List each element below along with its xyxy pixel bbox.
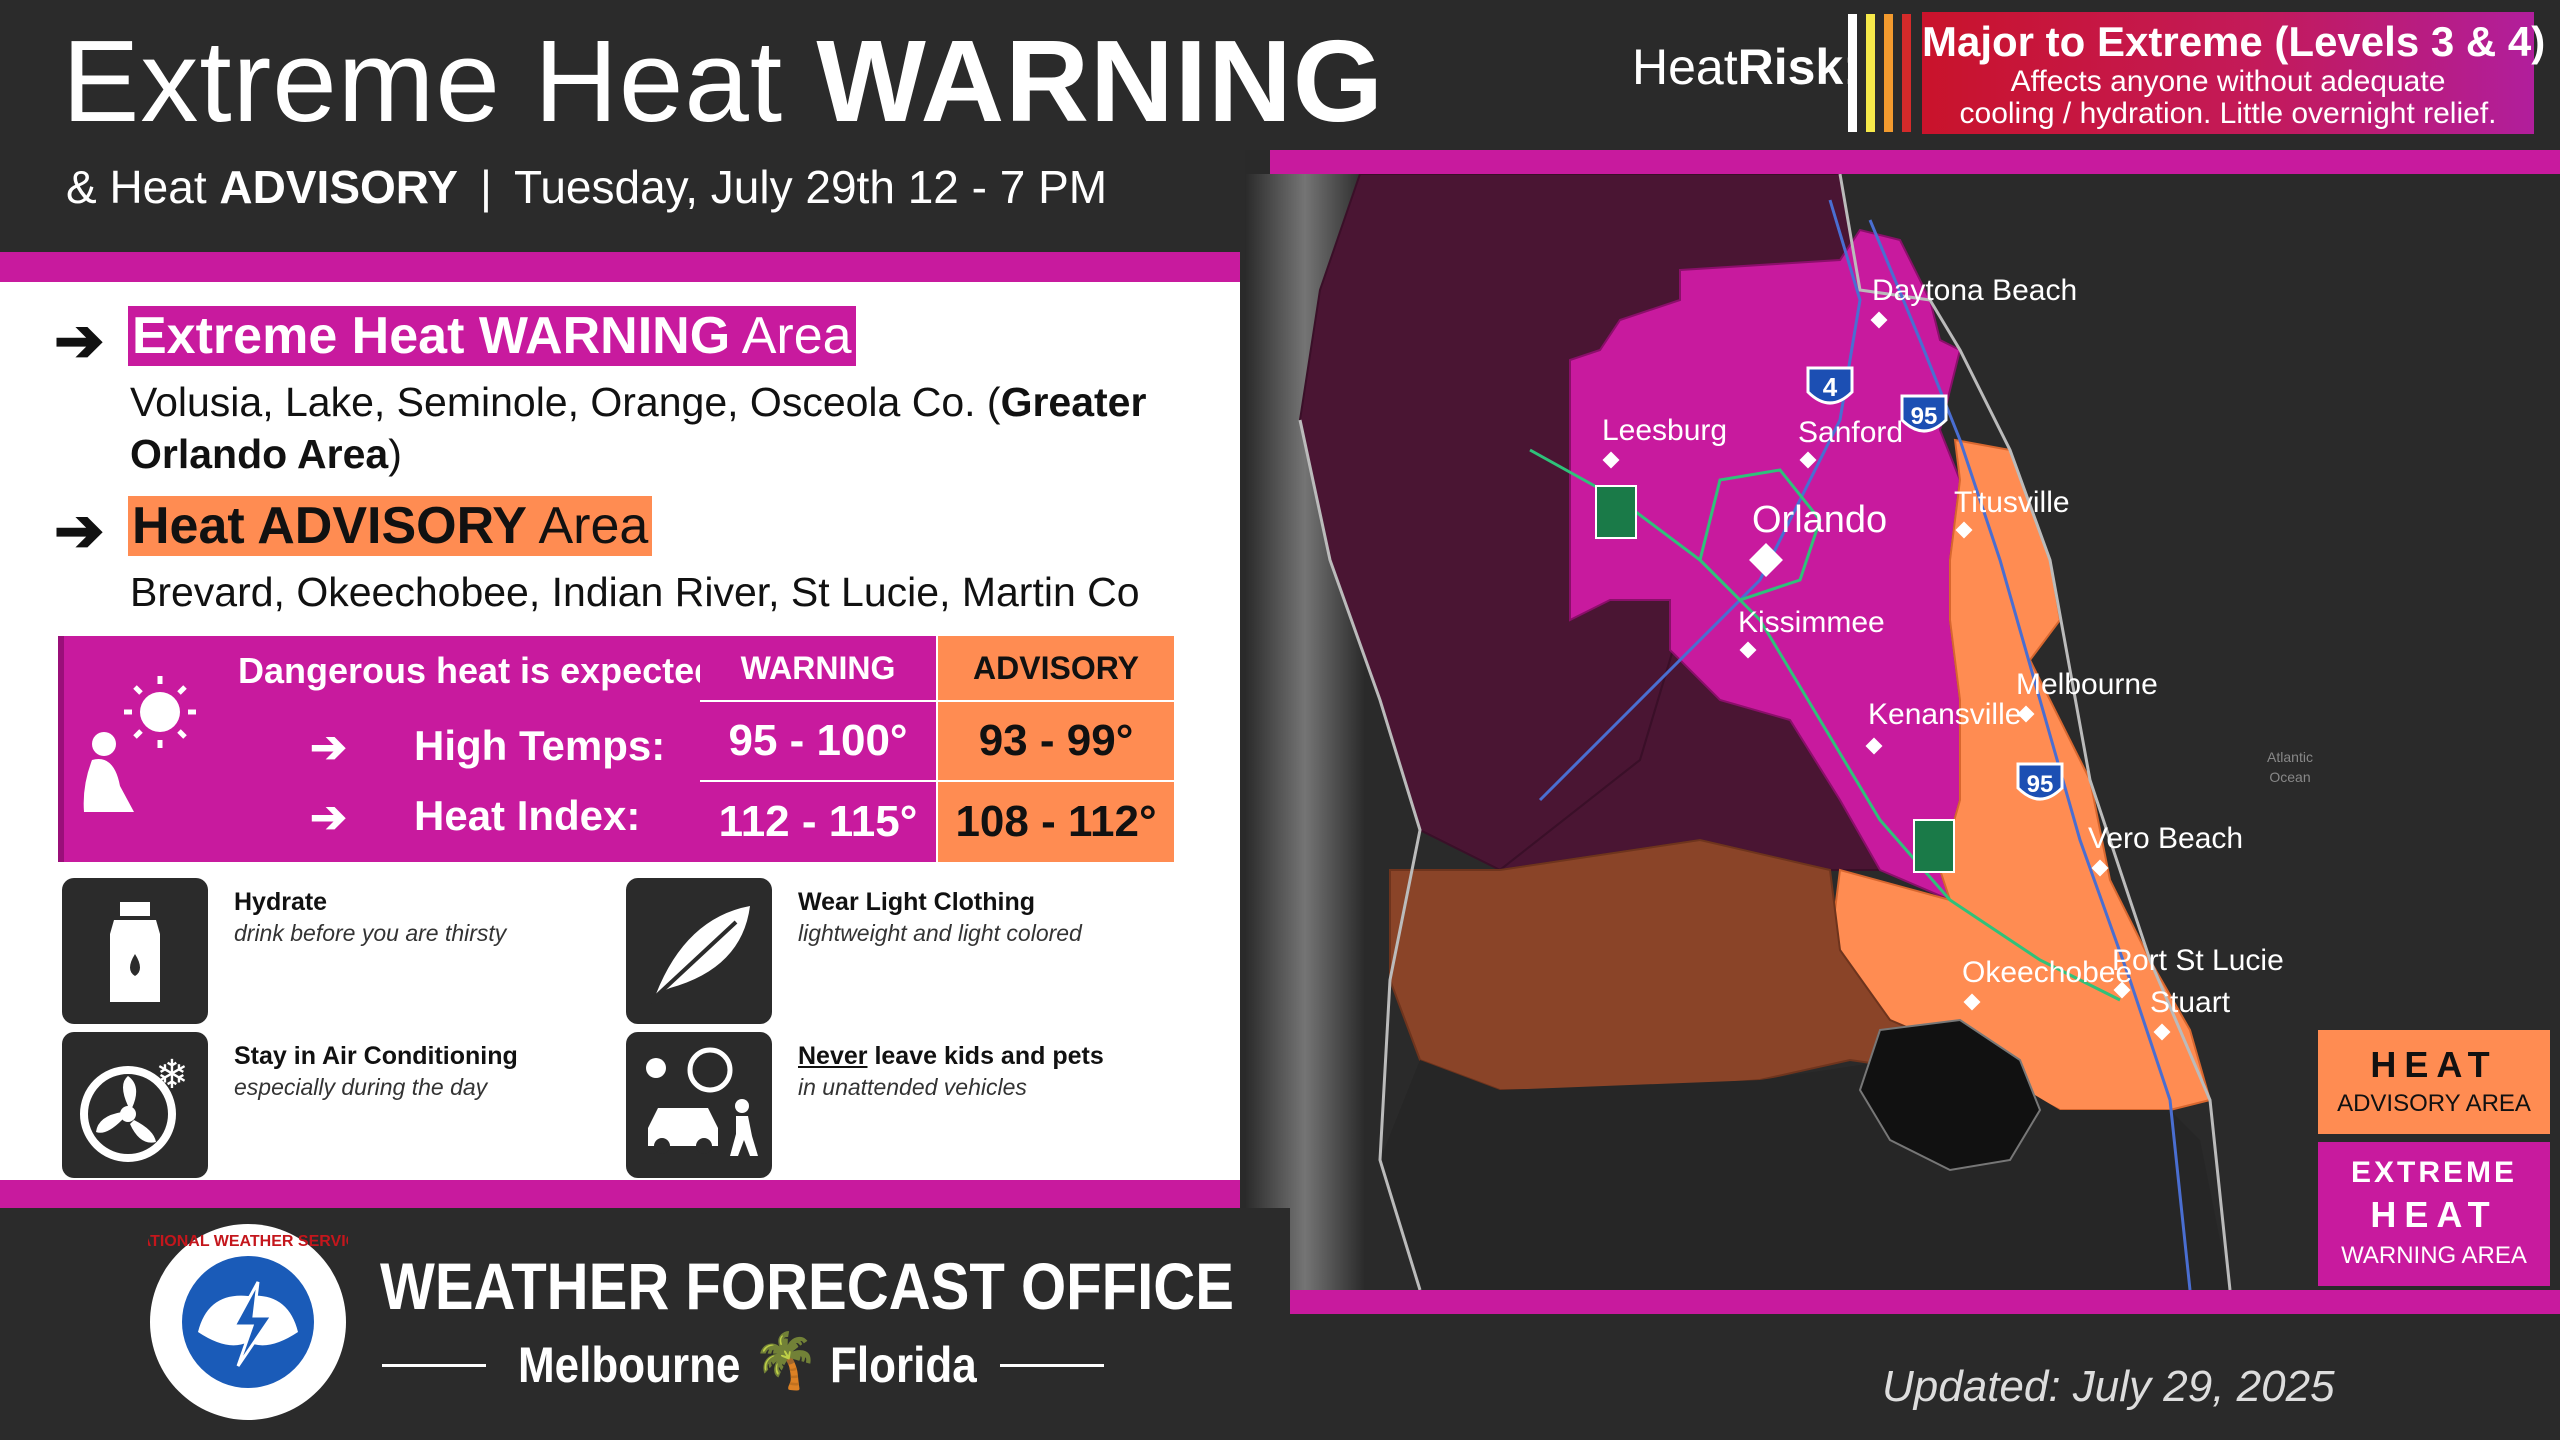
high-temps-label: High Temps: [414,722,666,769]
tip-subtitle-hydrate: drink before you are thirsty [234,920,507,946]
legend-advisory: HEAT ADVISORY AREA [2318,1030,2550,1134]
footer-divider [1000,1364,1104,1367]
heatrisk-label: HeatRisk: [1632,39,1857,95]
tip-subtitle-never-leave: in unattended vehicles [798,1074,1027,1100]
nws-logo-text: NATIONAL WEATHER SERVICE [148,1233,348,1250]
interstate-95-shield-south: 95 [2016,762,2064,801]
warning-heat-index: 112 - 115° [700,782,936,862]
city-label-okeechobee: Okeechobee [1962,956,2132,989]
nws-logo: NATIONAL WEATHER SERVICE [128,1222,368,1422]
arrow-icon: ➔ [54,497,105,564]
warning-area-title: Extreme Heat WARNING Area [128,306,856,366]
heatrisk-bar-1 [1866,14,1875,132]
palm-tree-icon: 🌴 [752,1331,820,1391]
svg-text:4: 4 [1823,372,1838,402]
ac-fan-icon: ❄ [62,1032,208,1178]
interstate-95-shield-north: 95 [1900,394,1948,433]
arrow-icon: ➔ [54,307,105,374]
heat-stats-label-panel: Dangerous heat is expected. ➔ High Temps… [210,636,726,862]
event-date: Tuesday, July 29th 12 - 7 PM [513,161,1108,213]
page-title: Extreme Heat WARNING [62,16,1385,146]
interstate-4-shield: 4 [1806,366,1854,405]
title-bar [0,0,1290,260]
city-label-titusville: Titusville [1954,486,2070,519]
warning-area-counties: Volusia, Lake, Seminole, Orange, Osceola… [130,379,1147,477]
divider-stripe-bottom [0,1180,1240,1210]
city-label-orlando: Orlando [1752,499,1887,541]
office-city: Melbourne [518,1337,741,1393]
footer-divider [382,1364,486,1367]
tip-title-hydrate: Hydrate [234,888,328,916]
advisory-high-temps: 93 - 99° [938,702,1174,780]
city-label-vero-beach: Vero Beach [2088,822,2243,855]
heat-person-icon [58,636,212,862]
arrow-icon: ➔ [310,793,347,842]
office-state: Florida [830,1337,977,1393]
city-label-leesburg: Leesburg [1602,414,1727,447]
map-stripe-top [1270,150,2560,174]
car-kids-pets-icon [626,1032,772,1178]
advisory-column-header: ADVISORY [938,636,1174,700]
tip-title-air-conditioning: Stay in Air Conditioning [234,1042,518,1070]
legend-warning: EXTREME HEAT WARNING AREA [2318,1142,2550,1286]
svg-text:95: 95 [1911,403,1938,430]
tip-title-never-leave: Never leave kids and pets [798,1042,1104,1070]
city-label-kenansville: Kenansville [1868,698,2021,731]
city-label-daytona-beach: Daytona Beach [1872,274,2077,307]
office-name: WEATHER FORECAST OFFICE [380,1249,1234,1323]
city-label-sanford: Sanford [1798,416,1903,449]
arrow-icon: ➔ [310,723,347,772]
city-label-kissimmee: Kissimmee [1738,606,1885,639]
svg-text:❄: ❄ [155,1052,189,1098]
turnpike-sign-south [1913,819,1955,873]
divider-stripe [0,252,1240,282]
heatrisk-bar-3 [1902,14,1911,132]
heatrisk-bar-2 [1884,14,1893,132]
page-subtitle: & Heat ADVISORY | Tuesday, July 29th 12 - … [66,161,1108,213]
heatrisk-level-box: Major to Extreme (Levels 3 & 4) Affects … [1922,12,2546,134]
ocean-label: Atlantic [2267,749,2313,765]
table-header-text: Dangerous heat is expected. [238,650,727,691]
warning-high-temps: 95 - 100° [700,702,936,780]
city-label-stuart: Stuart [2150,986,2231,1019]
turnpike-sign-north [1595,485,1637,539]
water-bottle-icon [62,878,208,1024]
tip-title-light-clothing: Wear Light Clothing [798,888,1036,916]
ocean-label-2: Ocean [2269,769,2310,785]
city-label-port-st-lucie: Port St Lucie [2112,944,2284,977]
advisory-area-counties: Brevard, Okeechobee, Indian River, St Lu… [130,569,1140,615]
tip-subtitle-light-clothing: lightweight and light colored [798,920,1082,946]
city-label-melbourne: Melbourne [2016,668,2158,701]
heat-index-label: Heat Index: [414,792,641,839]
tip-subtitle-air-conditioning: especially during the day [234,1074,488,1100]
svg-text:95: 95 [2027,771,2054,798]
warning-column-header: WARNING [700,636,936,700]
updated-date: Updated: July 29, 2025 [1882,1362,2335,1411]
heatrisk-bar-0 [1848,14,1857,132]
map-stripe-bottom [1270,1290,2560,1314]
heatrisk-description: Affects anyone without adequate cooling /… [1959,65,2497,130]
heatrisk-level: Major to Extreme (Levels 3 & 4) [1922,18,2546,65]
advisory-area-title: Heat ADVISORY Area [128,496,653,556]
advisory-heat-index: 108 - 112° [938,782,1174,862]
feather-icon [626,878,772,1024]
